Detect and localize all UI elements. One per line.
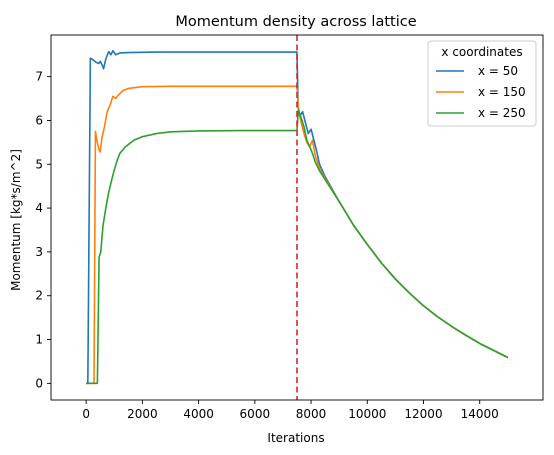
- y-tick-label: 4: [35, 201, 43, 215]
- x-tick-label: 0: [82, 407, 90, 421]
- x-tick-label: 14000: [461, 407, 499, 421]
- y-tick-label: 1: [35, 333, 43, 347]
- x-tick-label: 8000: [296, 407, 327, 421]
- chart-title: Momentum density across lattice: [175, 14, 416, 30]
- y-axis-label: Momentum [kg*s/m^2]: [9, 149, 23, 291]
- legend-label-2: x = 150: [478, 85, 526, 99]
- legend-label-1: x = 50: [478, 64, 518, 78]
- legend-title: x coordinates: [441, 45, 522, 59]
- y-tick-label: 5: [35, 157, 43, 171]
- plot-area: [50, 34, 544, 401]
- y-tick-label: 2: [35, 289, 43, 303]
- x-tick-label: 12000: [404, 407, 442, 421]
- y-tick-label: 6: [35, 113, 43, 127]
- y-tick-label: 7: [35, 70, 43, 84]
- x-tick-label: 2000: [127, 407, 158, 421]
- x-tick-label: 6000: [240, 407, 271, 421]
- axis-ticks: 0 2000 4000 6000 8000 10000 12000 14000 0 1 2 3 4 5 6 7: [35, 70, 498, 421]
- x-axis-label: Iterations: [267, 431, 324, 445]
- legend-box: [427, 40, 537, 127]
- legend-label-3: x = 250: [478, 106, 526, 120]
- axes-frame: [50, 34, 544, 401]
- series-line-3: [86, 108, 509, 385]
- x-tick-label: 4000: [183, 407, 214, 421]
- y-tick-label: 3: [35, 245, 43, 259]
- y-tick-label: 0: [35, 376, 43, 390]
- legend: x coordinates x = 50 x = 150 x = 250: [427, 40, 537, 127]
- x-tick-label: 10000: [348, 407, 386, 421]
